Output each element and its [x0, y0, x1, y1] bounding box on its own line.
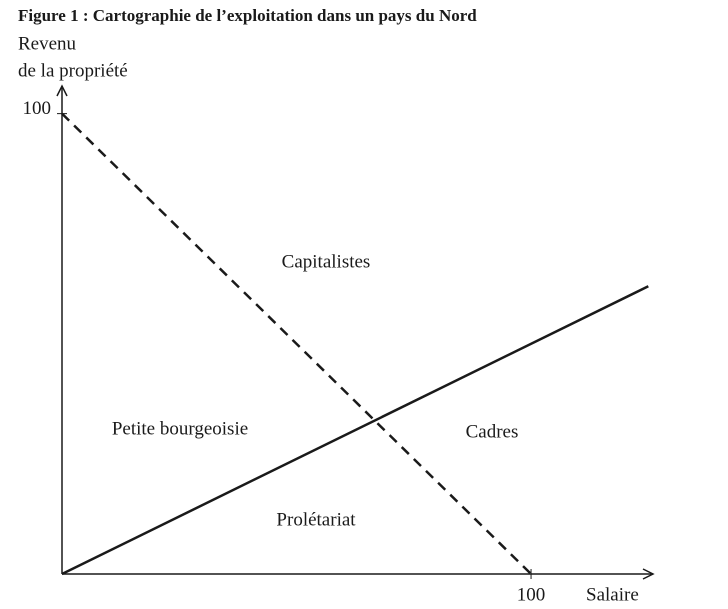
region-label: Petite bourgeoisie	[112, 418, 248, 439]
y-axis-label: de la propriété	[18, 60, 128, 81]
region-label: Capitalistes	[282, 251, 371, 272]
x-axis-arrow	[642, 568, 655, 580]
line	[61, 285, 649, 576]
region-label: Prolétariat	[276, 509, 356, 530]
y-axis-arrow	[56, 84, 68, 97]
x-tick-label: 100	[517, 584, 546, 605]
region-label: Cadres	[466, 421, 519, 442]
chart-title: Figure 1 : Cartographie de l’exploitatio…	[18, 6, 477, 25]
y-tick-label: 100	[23, 98, 52, 119]
line	[61, 112, 532, 575]
x-axis-label: Salaire	[586, 584, 639, 605]
y-axis-label: Revenu	[18, 33, 77, 54]
